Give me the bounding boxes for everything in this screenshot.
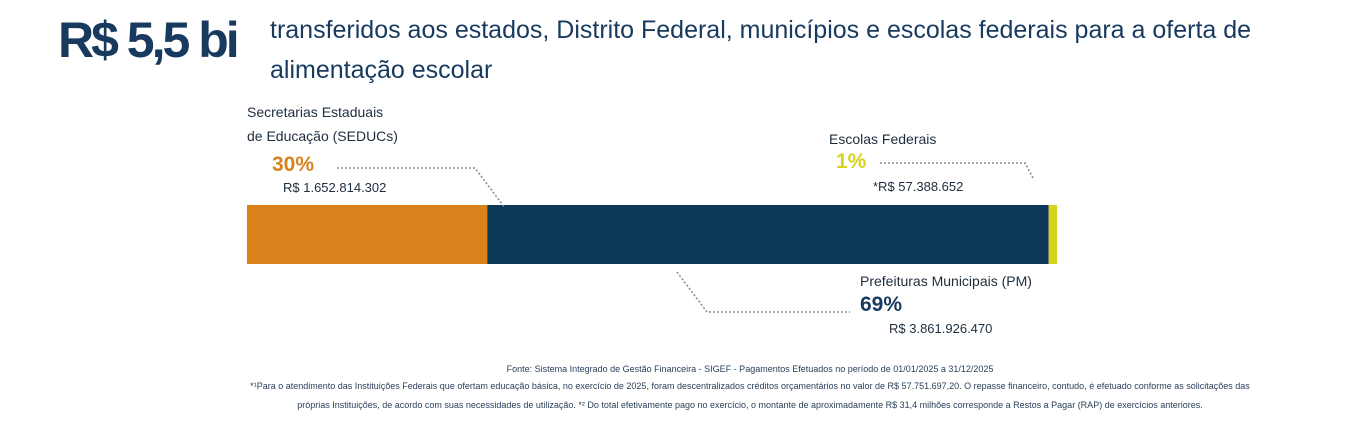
seduc-value: R$ 1.652.814.302 bbox=[283, 180, 387, 195]
bar-pm bbox=[487, 205, 1049, 264]
pm-label: Prefeituras Municipais (PM) bbox=[860, 273, 1032, 289]
pm-value: R$ 3.861.926.470 bbox=[889, 321, 993, 336]
pm-percent: 69% bbox=[860, 293, 903, 316]
source-note: Fonte: Sistema Integrado de Gestão Finan… bbox=[506, 364, 994, 374]
seduc-label: Secretarias Estaduais de Educação (SEDUC… bbox=[247, 100, 398, 148]
headline: transferidos aos estados, Distrito Feder… bbox=[270, 16, 1252, 84]
total-amount: R$ 5,5 bi bbox=[58, 12, 240, 68]
footnote-2: próprias Instituições, de acordo com sua… bbox=[297, 400, 1203, 410]
seduc-leader-line bbox=[337, 167, 506, 209]
escolas-label: Escolas Federais bbox=[829, 131, 937, 147]
seduc-label-line2: de Educação (SEDUCs) bbox=[247, 128, 398, 144]
seduc-label-line1: Secretarias Estaduais bbox=[247, 104, 384, 120]
escolas-value: *R$ 57.388.652 bbox=[873, 179, 964, 194]
seduc-percent: 30% bbox=[272, 153, 315, 176]
bar-escolas bbox=[1048, 205, 1057, 264]
escolas-leader-line bbox=[880, 162, 1034, 179]
escolas-percent: 1% bbox=[836, 150, 867, 173]
pm-leader-line bbox=[676, 271, 850, 313]
bar-seduc bbox=[247, 205, 488, 264]
footnote-1: *¹Para o atendimento das Instituições Fe… bbox=[250, 381, 1250, 391]
